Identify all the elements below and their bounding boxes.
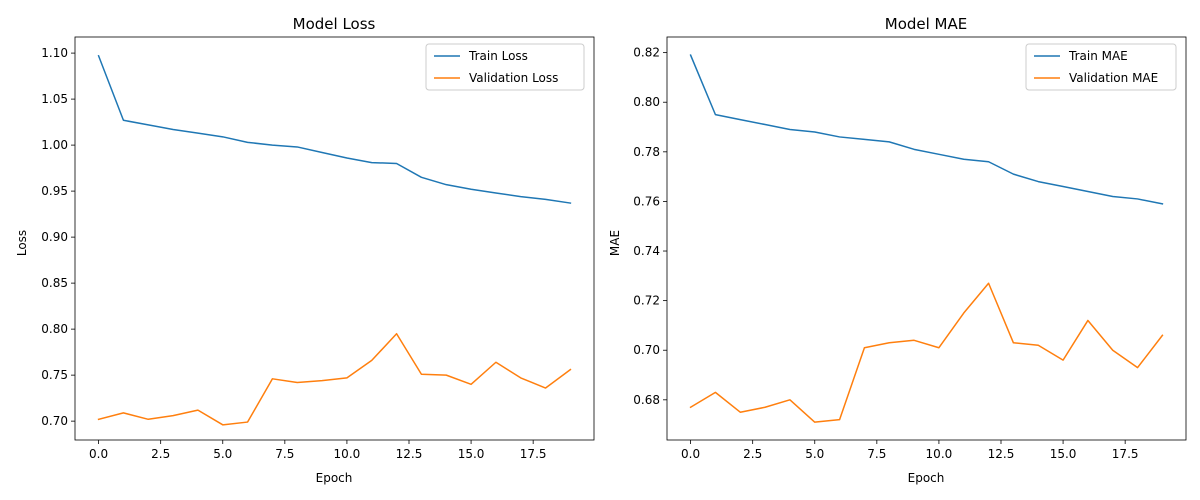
mae-ytick-label: 0.72 [633, 294, 660, 308]
loss-ytick-label: 1.10 [41, 46, 68, 60]
loss-xtick-label: 7.5 [275, 447, 294, 461]
mae-chart-xlabel: Epoch [908, 471, 945, 485]
mae-xtick-label: 17.5 [1112, 447, 1139, 461]
mae-ytick-label: 0.82 [633, 46, 660, 60]
loss-xtick-label: 15.0 [458, 447, 485, 461]
loss-ytick-label: 0.75 [41, 368, 68, 382]
mae-ytick-label: 0.78 [633, 145, 660, 159]
loss-legend: Train Loss Validation Loss [425, 43, 585, 91]
mae-legend-box [1025, 43, 1177, 91]
mae-axes-frame [666, 36, 1187, 441]
mae-chart: Model MAE Epoch MAE 0.0 2.5 5.0 7.5 10.0 12.5… [608, 15, 1187, 485]
loss-axes-frame [74, 36, 595, 441]
mae-ytick-label: 0.76 [633, 194, 660, 208]
mae-legend: Train MAE Validation MAE [1025, 43, 1177, 91]
mae-xtick-label: 7.5 [867, 447, 886, 461]
mae-legend-label-0: Train MAE [1068, 49, 1128, 63]
mae-chart-ylabel: MAE [608, 230, 622, 256]
mae-chart-title: Model MAE [885, 15, 968, 33]
mae-series-line-1 [689, 282, 1164, 423]
loss-legend-box [425, 43, 585, 91]
loss-chart-ylabel: Loss [15, 230, 29, 256]
loss-ytick-label: 1.00 [41, 138, 68, 152]
loss-ytick-label: 0.85 [41, 276, 68, 290]
loss-legend-label-0: Train Loss [468, 49, 528, 63]
loss-xtick-label: 12.5 [396, 447, 423, 461]
mae-xtick-label: 12.5 [988, 447, 1015, 461]
loss-ytick-label: 0.70 [41, 414, 68, 428]
loss-ytick-label: 1.05 [41, 92, 68, 106]
loss-xtick-label: 2.5 [151, 447, 170, 461]
loss-plot-area: 0.0 2.5 5.0 7.5 10.0 12.5 15.0 17.5 0.70 0.75 0.80… [41, 36, 595, 461]
mae-ytick-label: 0.74 [633, 244, 660, 258]
loss-ytick-label: 0.80 [41, 322, 68, 336]
loss-ytick-label: 0.90 [41, 230, 68, 244]
mae-xtick-label: 5.0 [805, 447, 824, 461]
mae-xtick-label: 2.5 [743, 447, 762, 461]
mae-ytick-label: 0.70 [633, 343, 660, 357]
loss-xtick-label: 0.0 [89, 447, 108, 461]
mae-xtick-label: 10.0 [926, 447, 953, 461]
loss-xtick-label: 10.0 [334, 447, 361, 461]
mae-ytick-label: 0.68 [633, 393, 660, 407]
loss-series-line-0 [97, 54, 572, 204]
loss-xtick-label: 17.5 [520, 447, 547, 461]
loss-legend-label-1: Validation Loss [469, 71, 558, 85]
mae-plot-area: 0.0 2.5 5.0 7.5 10.0 12.5 15.0 17.5 0.68 0.70 0.72… [633, 36, 1187, 461]
loss-ytick-label: 0.95 [41, 184, 68, 198]
loss-series-line-1 [97, 332, 572, 426]
mae-xtick-label: 15.0 [1050, 447, 1077, 461]
mae-legend-label-1: Validation MAE [1069, 71, 1158, 85]
loss-chart: Model Loss Epoch Loss 0.0 2.5 5.0 7.5 10.0 12… [15, 15, 595, 485]
mae-ytick-label: 0.80 [633, 95, 660, 109]
loss-chart-title: Model Loss [293, 15, 376, 33]
mae-series-line-0 [689, 54, 1164, 205]
loss-chart-xlabel: Epoch [316, 471, 353, 485]
mae-xtick-label: 0.0 [681, 447, 700, 461]
loss-xtick-label: 5.0 [213, 447, 232, 461]
